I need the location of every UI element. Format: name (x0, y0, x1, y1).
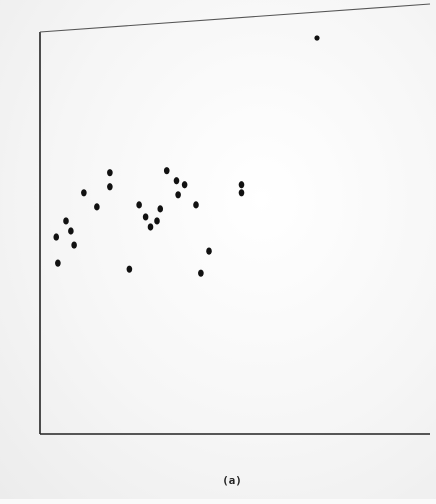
data-point (238, 181, 245, 189)
legend-marker (314, 35, 320, 41)
top-frame-line (39, 3, 431, 33)
data-point (175, 191, 181, 199)
data-point (173, 177, 180, 185)
axes-frame (39, 3, 431, 435)
data-point (55, 259, 61, 267)
data-point (157, 205, 164, 213)
data-point (238, 189, 245, 197)
data-point (107, 183, 113, 191)
data-point (71, 241, 77, 249)
data-point (63, 217, 69, 225)
data-point (107, 169, 113, 177)
panel-label: (a) (222, 474, 242, 487)
data-point (193, 201, 199, 209)
data-point (198, 269, 204, 277)
data-point (53, 233, 60, 241)
data-point (68, 227, 74, 235)
data-point (126, 265, 133, 273)
data-point (154, 217, 160, 225)
data-point (163, 167, 170, 175)
data-point (81, 189, 87, 197)
data-point (206, 247, 212, 255)
data-point (142, 213, 149, 221)
data-point (147, 223, 154, 231)
data-point (136, 201, 142, 209)
legend (314, 35, 320, 41)
data-point (181, 181, 188, 189)
data-points (53, 167, 245, 277)
data-point (94, 203, 100, 211)
